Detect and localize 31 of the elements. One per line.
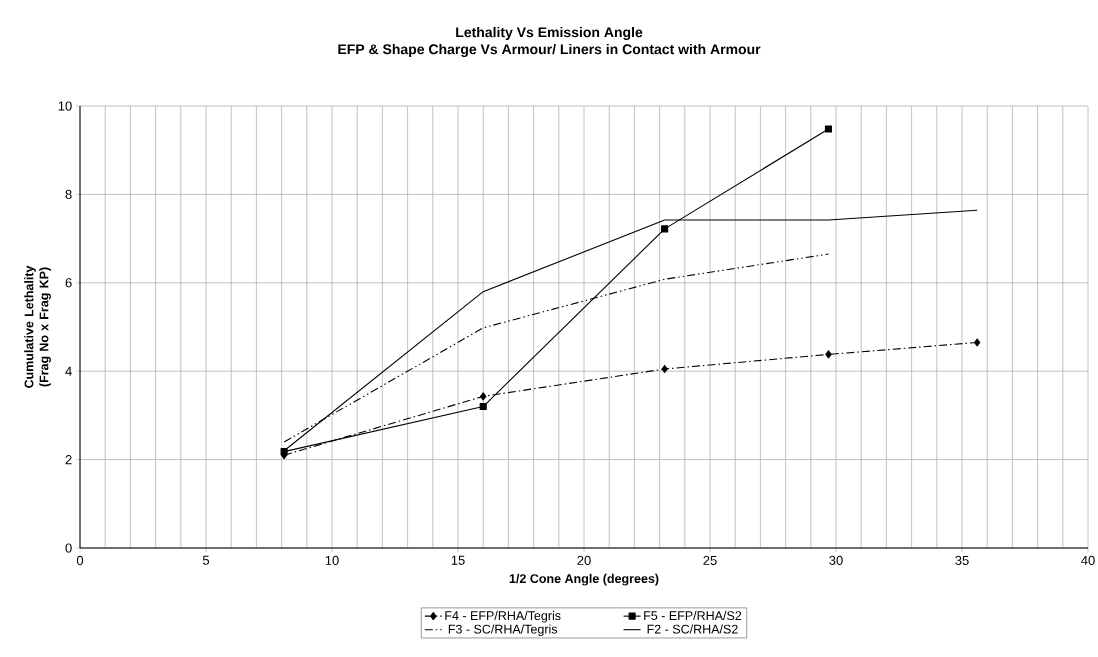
chart-subtitle: EFP & Shape Charge Vs Armour/ Liners in Contact with Armour bbox=[338, 43, 761, 58]
y-tick-label: 4 bbox=[65, 366, 72, 376]
x-tick-label: 20 bbox=[577, 555, 591, 565]
x-tick-label: 15 bbox=[451, 555, 465, 565]
legend-label: F3 - SC/RHA/Tegris bbox=[448, 624, 558, 637]
x-tick-label: 5 bbox=[202, 555, 210, 565]
y-tick-label: 0 bbox=[65, 543, 72, 553]
x-tick-label: 35 bbox=[955, 555, 969, 565]
point bbox=[479, 403, 487, 411]
y-tick-label: 2 bbox=[65, 455, 72, 465]
x-axis-title: 1/2 Cone Angle (degrees) bbox=[509, 573, 659, 586]
point bbox=[661, 225, 669, 233]
legend-label: F2 - SC/RHA/S2 bbox=[647, 624, 738, 634]
x-tick-label: 40 bbox=[1081, 555, 1095, 565]
chart-title: Lethality Vs Emission Angle bbox=[456, 26, 643, 41]
legend-label: F5 - EFP/RHA/S2 bbox=[644, 610, 742, 621]
x-tick-label: 25 bbox=[703, 555, 717, 565]
legend-label: F4 - EFP/RHA/Tegris bbox=[445, 610, 561, 623]
x-tick-label: 10 bbox=[325, 555, 339, 565]
y-tick-label: 8 bbox=[65, 189, 72, 199]
y-tick-label: 10 bbox=[58, 101, 72, 111]
point bbox=[973, 338, 981, 347]
x-tick-label: 30 bbox=[829, 555, 843, 565]
point bbox=[661, 364, 668, 374]
y-tick-label: 6 bbox=[65, 278, 72, 288]
point bbox=[480, 392, 487, 401]
point bbox=[824, 125, 832, 133]
x-tick-label: 0 bbox=[76, 555, 84, 565]
y-axis-title: Cumulative Lethality (Frag No x Frag KP) bbox=[24, 265, 51, 388]
point bbox=[280, 448, 288, 456]
point bbox=[825, 350, 832, 359]
